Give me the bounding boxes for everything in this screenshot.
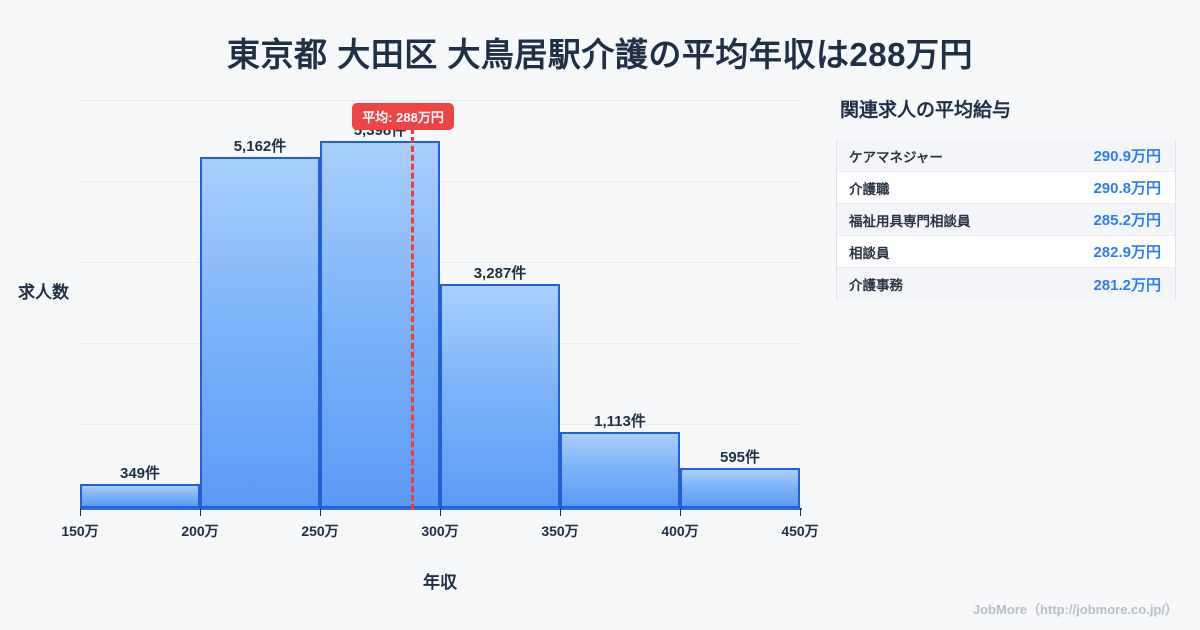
bar-2 [320,141,440,508]
job-salary: 290.9万円 [1093,148,1161,165]
job-salary: 285.2万円 [1093,212,1161,229]
x-axis-tick-label: 150万 [61,523,99,539]
job-salary: 290.8万円 [1093,180,1161,197]
job-title: 介護職 [849,181,890,197]
gridline [80,262,800,263]
x-axis-tick-label: 300万 [421,523,459,539]
table-row[interactable]: 介護事務 281.2万円 [837,268,1175,300]
bar-value-label: 349件 [119,465,161,482]
watermark: JobMore（http://jobmore.co.jp/） [972,602,1178,617]
bar-4 [560,432,680,508]
x-axis-tick [200,508,201,516]
table-row[interactable]: 相談員 282.9万円 [837,236,1175,268]
x-axis-tick [560,508,561,516]
table-row[interactable]: ケアマネジャー 290.9万円 [837,140,1175,172]
x-axis-tick-label: 400万 [661,523,699,539]
bar-3 [440,284,560,508]
x-axis-tick [320,508,321,516]
bar-0 [80,484,200,508]
x-axis-line [80,508,802,510]
bar-value-label: 3,287件 [473,265,527,282]
y-axis-label: 求人数 [18,283,69,302]
job-title: 相談員 [849,245,890,261]
bar-value-label: 5,162件 [233,138,287,155]
job-salary: 282.9万円 [1093,244,1161,261]
bar-value-label: 1,113件 [594,413,646,430]
x-axis-tick [80,508,81,516]
job-title: 介護事務 [849,278,903,293]
page-title: 東京都 大田区 大鳥居駅介護の平均年収は288万円 [227,36,973,73]
job-title: ケアマネジャー [849,149,943,165]
gridline [80,100,800,101]
related-salary-table: ケアマネジャー 290.9万円 介護職 290.8万円 福祉用具専門相談員 28… [836,140,1176,300]
job-salary: 281.2万円 [1093,276,1161,294]
x-axis-tick-label: 250万 [301,523,339,539]
x-axis-tick-label: 450万 [781,523,819,539]
x-axis-tick [800,508,801,516]
mean-line [411,128,415,510]
table-row[interactable]: 福祉用具専門相談員 285.2万円 [837,204,1175,236]
histogram-chart: 求人数 349件 5,162件 5,398件 3,287件 1,113件 595… [18,100,819,592]
x-axis-tick [680,508,681,516]
bar-1 [200,157,320,508]
job-title: 福祉用具専門相談員 [849,213,971,229]
mean-badge: 平均: 288万円 [352,103,454,130]
x-axis-tick-label: 200万 [181,523,219,539]
bar-value-label: 595件 [719,449,761,466]
x-axis-label: 年収 [423,573,457,592]
related-salary-heading: 関連求人の平均給与 [840,100,1012,121]
related-salary-panel: 関連求人の平均給与 ケアマネジャー 290.9万円 介護職 290.8万円 福祉… [836,95,1176,300]
x-axis-tick-label: 350万 [541,523,579,539]
x-axis-tick [440,508,441,516]
bar-5 [680,468,800,508]
table-row[interactable]: 介護職 290.8万円 [837,172,1175,204]
gridline [80,181,800,182]
